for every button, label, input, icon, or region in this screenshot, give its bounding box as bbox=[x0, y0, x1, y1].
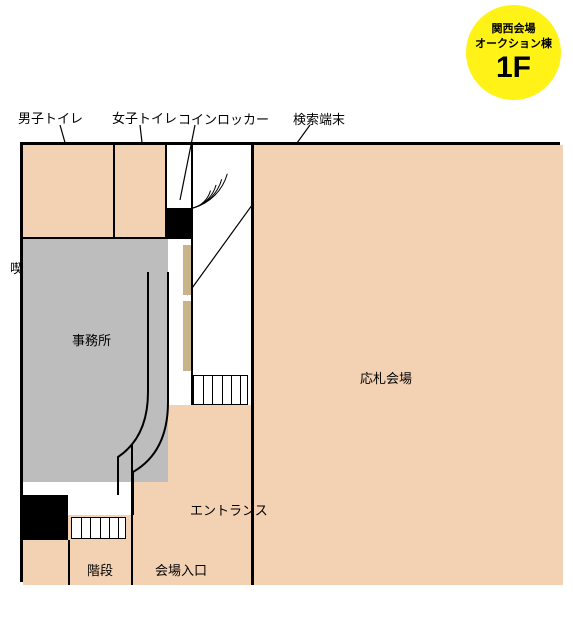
room-label-hall: 応札会場 bbox=[360, 368, 412, 387]
room-label-office: 事務所 bbox=[72, 330, 111, 349]
wall bbox=[251, 540, 254, 585]
floorplan-stage: 関西会場 オークション棟 1F 男子トイレ 女子トイレ コインロッカー 検索端末… bbox=[0, 0, 573, 617]
stairs-icon bbox=[71, 517, 126, 539]
badge-line1: 関西会場 bbox=[492, 20, 536, 36]
room-label-venue: 会場入口 bbox=[155, 560, 207, 579]
room-label-entrance: エントランス bbox=[190, 500, 268, 519]
room-bidding-hall bbox=[253, 145, 563, 585]
room-smoking-room bbox=[23, 237, 168, 272]
stairs-icon bbox=[193, 375, 248, 405]
door-arcs bbox=[165, 145, 245, 215]
wall bbox=[68, 540, 70, 585]
wall bbox=[23, 237, 193, 239]
floor-badge: 関西会場 オークション棟 1F bbox=[466, 5, 561, 100]
badge-line2: オークション棟 bbox=[475, 35, 552, 51]
label-mens-toilet: 男子トイレ bbox=[18, 108, 83, 127]
room-mens-toilet bbox=[23, 145, 113, 237]
label-womens-toilet: 女子トイレ bbox=[112, 108, 177, 127]
label-search-terminal: 検索端末 bbox=[293, 109, 345, 128]
floor-plan bbox=[20, 142, 560, 582]
room-womens-toilet bbox=[115, 145, 165, 237]
badge-floor: 1F bbox=[496, 51, 531, 85]
label-coin-locker: コインロッカー bbox=[178, 109, 269, 128]
room-label-stairs: 階段 bbox=[87, 560, 113, 579]
wall bbox=[113, 145, 115, 237]
